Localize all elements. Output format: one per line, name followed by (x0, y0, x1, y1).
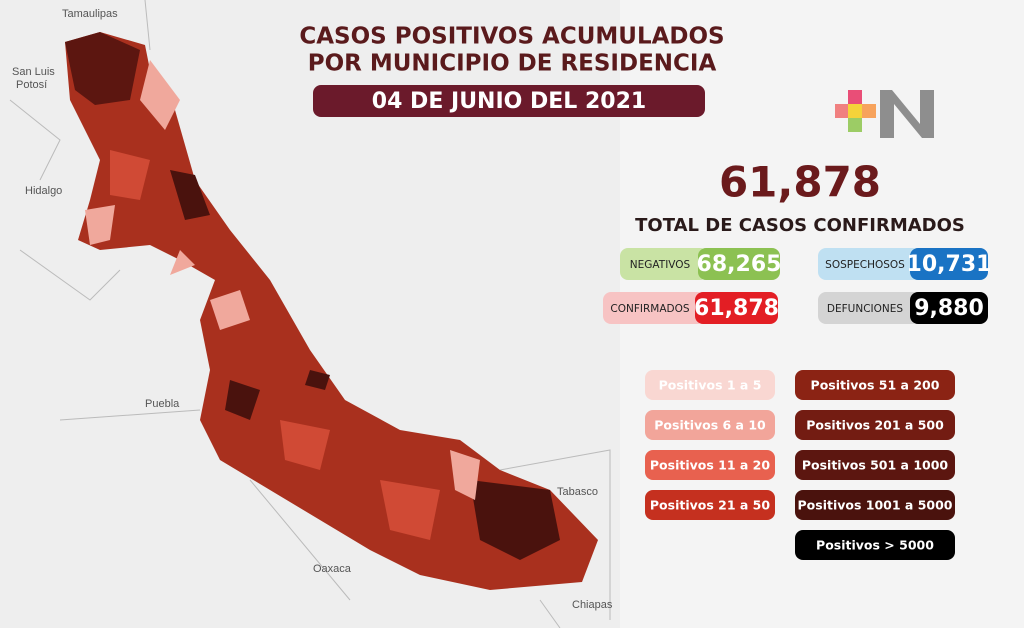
stat-label: SOSPECHOSOS (825, 259, 905, 271)
title: CASOS POSITIVOS ACUMULADOS (299, 24, 724, 50)
legend-swatch (795, 490, 955, 520)
legend-swatch (645, 370, 775, 400)
legend-swatch (645, 490, 775, 520)
stat-label: NEGATIVOS (630, 259, 691, 271)
legend-swatch (645, 410, 775, 440)
legend-swatch (795, 410, 955, 440)
state-label: Tabasco (557, 486, 598, 498)
stat-value-box (698, 248, 780, 280)
stat-value: 68,265 (697, 252, 782, 277)
stat-label-box (620, 248, 708, 280)
stat-value-box (695, 292, 778, 324)
title: POR MUNICIPIO DE RESIDENCIA (308, 51, 717, 77)
stat-value-box (910, 248, 988, 280)
stat-label-box (818, 248, 920, 280)
stat-value-box (910, 292, 988, 324)
total-label: TOTAL DE CASOS CONFIRMADOS (635, 215, 965, 236)
region-mid (110, 150, 440, 540)
legend-label: Positivos 6 a 10 (654, 418, 766, 433)
logo (835, 90, 934, 138)
legend-label: Positivos 501 a 1000 (802, 458, 949, 473)
stat-value: 10,731 (907, 252, 992, 277)
state-label: San Luis (12, 66, 55, 78)
state-label: Chiapas (572, 599, 613, 611)
stat-label: CONFIRMADOS (610, 303, 689, 315)
legend-label: Positivos 1001 a 5000 (798, 498, 953, 513)
legend-swatch (795, 450, 955, 480)
region-darker (170, 170, 560, 560)
state-label: Potosí (16, 79, 47, 91)
date-banner (313, 85, 705, 117)
state-label: Puebla (145, 398, 180, 410)
stat-label: DEFUNCIONES (827, 303, 903, 315)
state-label: Tamaulipas (62, 8, 118, 20)
stat-label-box (603, 292, 705, 324)
date: 04 DE JUNIO DEL 2021 (372, 89, 646, 114)
legend-swatch (645, 450, 775, 480)
legend-label: Positivos 1 a 5 (659, 378, 762, 393)
legend-label: Positivos 21 a 50 (650, 498, 770, 513)
total-value: 61,878 (719, 158, 881, 207)
stat-value: 61,878 (694, 296, 779, 321)
stat-label-box (818, 292, 920, 324)
region-dark (65, 32, 140, 105)
veracruz-map (65, 32, 598, 590)
state-label: Oaxaca (313, 563, 352, 575)
stat-value: 9,880 (914, 296, 984, 321)
legend-label: Positivos 201 a 500 (806, 418, 944, 433)
legend-swatch (795, 530, 955, 560)
state-borders (9, 0, 611, 628)
legend-label: Positivos 11 a 20 (650, 458, 770, 473)
legend-label: Positivos 51 a 200 (811, 378, 940, 393)
legend-swatch (795, 370, 955, 400)
state-label: Hidalgo (25, 185, 62, 197)
legend-label: Positivos > 5000 (816, 538, 934, 553)
